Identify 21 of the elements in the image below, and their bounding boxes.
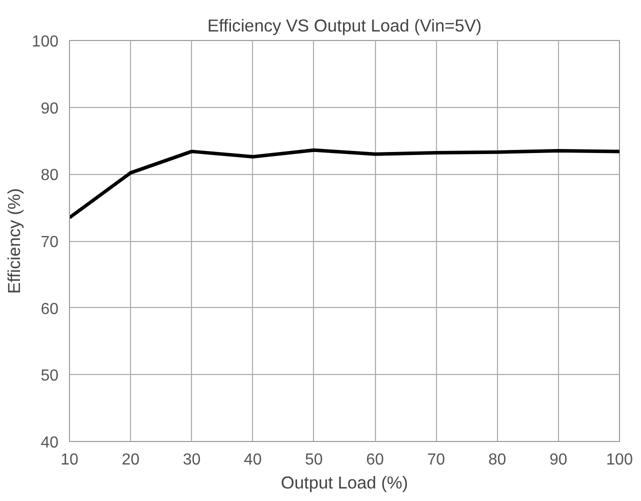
x-axis-title: Output Load (%) [280,472,408,492]
y-tick-label: 40 [40,434,59,452]
y-tick-label: 50 [40,368,59,385]
x-tick-label: 90 [549,452,568,468]
x-tick-label: 50 [305,452,323,468]
x-tick-label: 20 [122,452,140,468]
y-tick-label: 80 [40,167,59,184]
x-tick-label: 30 [182,452,201,468]
x-tick-label: 10 [60,452,78,468]
y-tick-label: 100 [32,34,59,50]
chart-title: Efficiency VS Output Load (Vin=5V) [207,16,482,36]
y-tick-label: 90 [40,100,59,118]
line-series [70,148,620,220]
y-tick-label: 60 [40,300,59,318]
y-tick-label: 70 [40,234,59,251]
x-tick-label: 60 [366,452,384,468]
x-tick-label: 80 [488,452,506,468]
y-axis-title: Efficiency (%) [4,188,24,294]
x-tick-label: 100 [606,452,633,468]
x-tick-label: 70 [427,452,446,468]
x-tick-label: 40 [244,452,262,468]
